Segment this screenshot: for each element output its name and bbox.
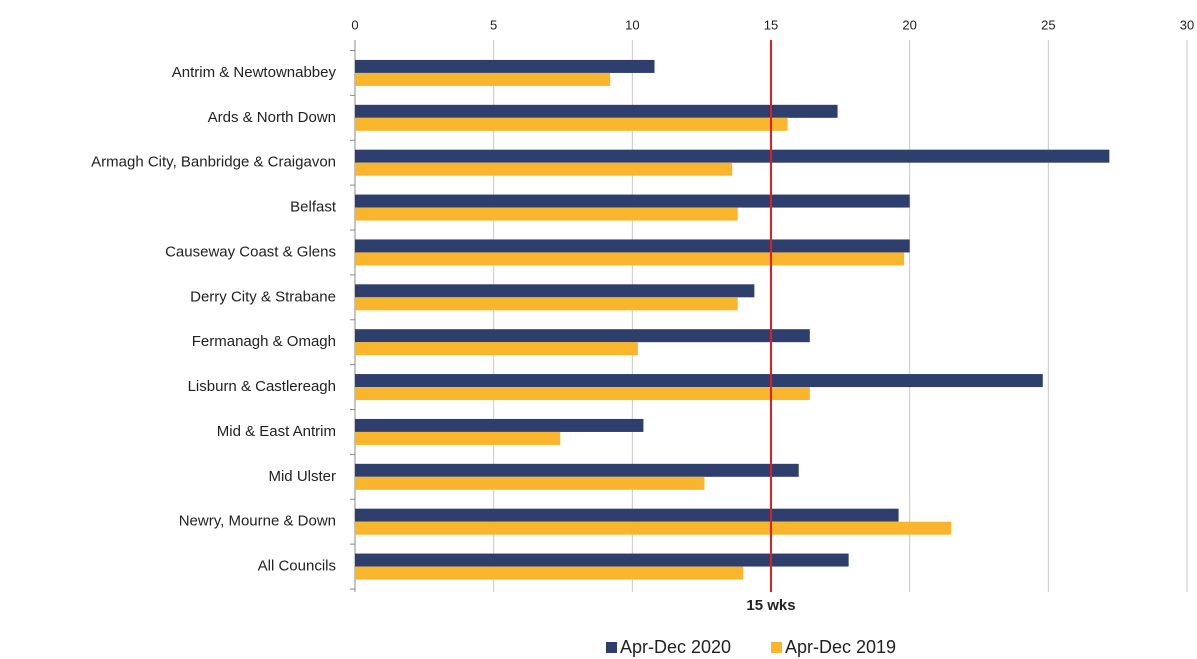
y-tick-label: Fermanagh & Omagh [192,333,336,350]
bar [355,194,910,208]
x-tick-label: 0 [351,17,358,32]
reference-label: 15 wks [746,597,795,614]
y-tick-label: Mid Ulster [268,468,336,485]
bar [355,418,644,432]
bar [355,476,705,490]
y-tick-label: All Councils [258,558,336,575]
y-tick-label: Ards & North Down [208,109,336,126]
y-tick-label: Antrim & Newtownabbey [172,64,337,81]
bar [355,387,810,401]
bar [355,252,905,266]
bar [355,117,788,131]
bar [355,553,849,567]
y-tick-label: Causeway Coast & Glens [165,243,336,260]
bar [355,72,611,86]
bar [355,162,733,176]
bar [355,342,638,356]
legend-label: Apr-Dec 2019 [785,637,896,657]
y-tick-label: Lisburn & Castlereagh [188,378,336,395]
x-tick-label: 25 [1041,17,1055,32]
x-tick-label: 10 [625,17,639,32]
x-tick-label: 15 [764,17,778,32]
bar [355,284,755,298]
bar [355,149,1110,163]
y-tick-label: Armagh City, Banbridge & Craigavon [91,154,336,171]
y-tick-label: Derry City & Strabane [190,288,336,305]
y-tick-label: Newry, Mourne & Down [179,513,336,530]
bar [355,59,655,73]
x-tick-label: 30 [1180,17,1194,32]
bar [355,463,799,477]
bar [355,329,810,343]
bar [355,508,899,522]
bar [355,207,738,221]
bar [355,239,910,253]
legend-label: Apr-Dec 2020 [620,637,731,657]
x-tick-label: 20 [902,17,916,32]
bar [355,431,561,445]
legend-swatch [771,642,782,653]
bar [355,521,952,535]
x-tick-label: 5 [490,17,497,32]
bar [355,104,838,118]
bar [355,297,738,311]
y-tick-label: Belfast [290,199,337,216]
bar [355,566,744,580]
bar [355,374,1043,388]
y-tick-label: Mid & East Antrim [217,423,336,440]
legend-swatch [606,642,617,653]
